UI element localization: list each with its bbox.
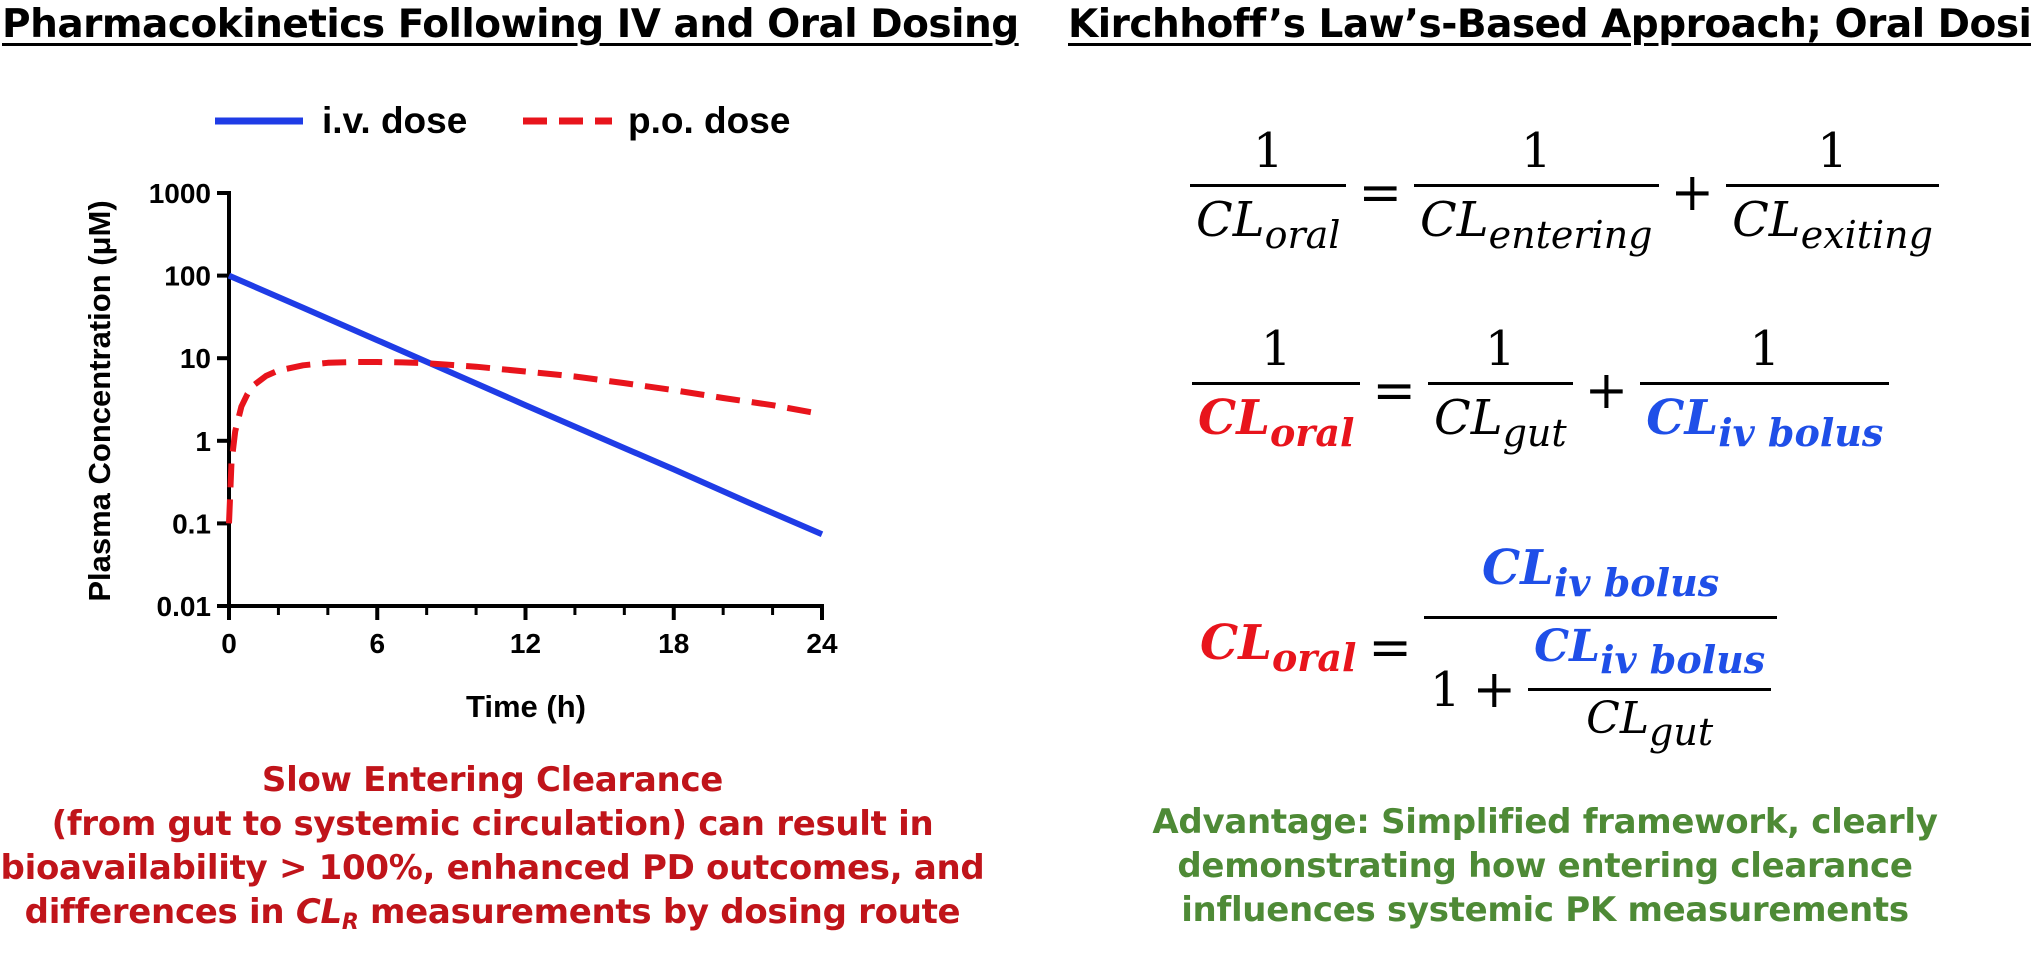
y-tick-label: 100: [164, 261, 211, 292]
series-iv-line: [227, 272, 824, 537]
eq1-plus: +: [1670, 163, 1715, 223]
left-caption-line-3: bioavailability > 100%, enhanced PD outc…: [0, 848, 985, 888]
clr-symbol: CLR: [295, 892, 359, 935]
series-po-line: [226, 359, 823, 524]
legend-label-po: p.o. dose: [628, 100, 790, 141]
left-caption-line-4-start: differences in: [24, 892, 296, 932]
left-caption-line-4: differences in CLR measurements by dosin…: [0, 890, 985, 934]
equation-1: 1 CLoral = 1 CLentering +1 CLexiting: [1190, 118, 1939, 268]
equation-2: 1 CLoral = 1 CLgut +1 CLiv bolus: [1192, 316, 1890, 466]
x-tick-label: 18: [658, 628, 689, 659]
eq1-equals: =: [1358, 163, 1403, 223]
x-tick-label: 24: [806, 628, 838, 659]
clr-symbol-base: CL: [295, 892, 342, 932]
x-tick-label: 6: [369, 628, 385, 659]
right-caption-line-2: demonstrating how entering clearance: [1177, 846, 1913, 886]
left-caption-line-2: (from gut to systemic circulation) can r…: [51, 804, 934, 844]
legend-label-iv: i.v. dose: [322, 100, 467, 141]
clr-symbol-subscript: R: [341, 910, 359, 935]
eq2-equals: =: [1372, 361, 1416, 421]
right-caption-line-3: influences systemic PK measurements: [1181, 890, 1909, 930]
eq3-cl-oral: CLoral: [1200, 615, 1357, 680]
chart-axes: 0.01 0.1 1 10 100 1000 0 6 12 18 24: [149, 178, 838, 659]
eq1-lhs-fraction: 1 CLoral: [1190, 118, 1347, 268]
right-caption-line-1: Advantage: Simplified framework, clearly: [1152, 802, 1938, 842]
left-caption-line-1: Slow Entering Clearance: [261, 760, 724, 800]
y-tick-label: 10: [180, 343, 211, 374]
chart-legend: i.v. dose p.o. dose: [215, 100, 790, 141]
eq1-term-exiting: 1 CLexiting: [1726, 118, 1939, 268]
y-axis-label: Plasma Concentration (μM): [82, 200, 117, 601]
eq3-main-fraction: CLiv bolus 1 + CLiv bolus CLgut: [1423, 535, 1778, 760]
x-axis-label: Time (h): [466, 689, 586, 724]
eq2-cl-oral: CLoral: [1198, 390, 1355, 455]
right-panel-title: Kirchhoff’s Law’s-Based Approach; Oral D…: [1068, 2, 2031, 47]
right-caption: Advantage: Simplified framework, clearly…: [1150, 800, 1940, 932]
chart-series: [226, 272, 824, 537]
eq1-term-entering: 1 CLentering: [1414, 118, 1659, 268]
left-caption-line-4-end: measurements by dosing route: [358, 892, 961, 932]
y-tick-label: 1000: [149, 178, 211, 209]
eq1-lhs-denominator: CLoral: [1196, 192, 1341, 257]
left-caption: Slow Entering Clearance (from gut to sys…: [0, 758, 985, 934]
left-panel-title: Pharmacokinetics Following IV and Oral D…: [2, 2, 1019, 47]
eq2-term-iv-bolus: 1 CLiv bolus: [1640, 316, 1890, 466]
eq3-inner-fraction: CLiv bolus CLgut: [1528, 619, 1772, 760]
y-tick-label: 0.01: [157, 591, 212, 622]
eq2-term-gut: 1 CLgut: [1427, 316, 1573, 466]
eq3-denominator: 1 + CLiv bolus CLgut: [1424, 619, 1777, 760]
eq3-equals: =: [1368, 617, 1412, 678]
y-tick-label: 1: [195, 426, 211, 457]
equation-3: CLoral = CLiv bolus 1 + CLiv bolus CLgut: [1200, 535, 1778, 760]
x-tick-label: 0: [221, 628, 237, 659]
eq3-numerator: CLiv bolus: [1482, 540, 1720, 605]
x-tick-label: 12: [510, 628, 541, 659]
eq2-cl-iv-bolus: CLiv bolus: [1646, 390, 1884, 455]
eq2-plus: +: [1584, 361, 1629, 421]
eq1-lhs-numerator: 1: [1252, 123, 1284, 179]
eq2-lhs-fraction: 1 CLoral: [1192, 316, 1361, 466]
y-tick-label: 0.1: [172, 508, 211, 539]
